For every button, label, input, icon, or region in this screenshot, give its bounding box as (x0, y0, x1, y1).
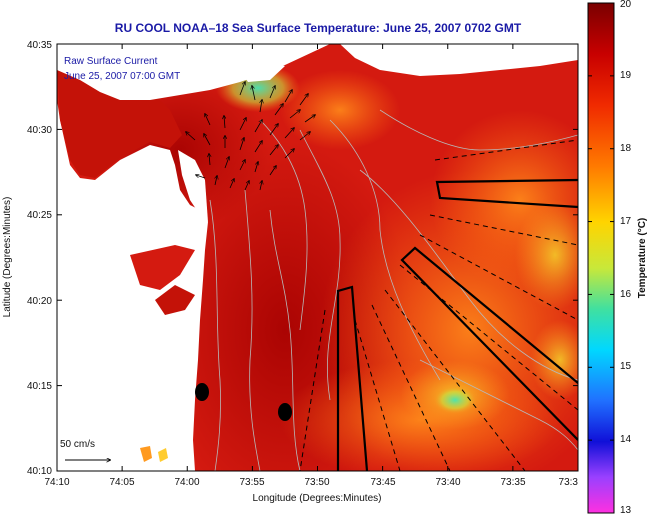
surface-current-vectors (186, 82, 315, 191)
x-tick-label: 73:3 (559, 477, 579, 488)
box-east (435, 178, 578, 209)
colorbar-label: Temperature (°C) (637, 218, 648, 299)
box-south (336, 285, 369, 471)
y-tick-marks (57, 43, 578, 472)
station-marker-west (195, 383, 209, 401)
y-tick-labels: 40:35 40:30 40:25 40:20 40:15 40:10 (27, 40, 52, 477)
colorbar-tick-label: 16 (620, 289, 632, 300)
land-sandy-hook (178, 150, 208, 222)
x-tick-label: 73:40 (435, 477, 460, 488)
legend-line-1: Raw Surface Current (64, 56, 158, 67)
bathymetry-contours (209, 109, 578, 471)
cool-patch-south (433, 386, 477, 414)
colorbar: 20 19 18 17 16 15 14 13 Temperature (°C) (587, 0, 648, 516)
x-tick-label: 73:45 (370, 477, 395, 488)
colorbar-tick-label: 18 (620, 143, 632, 154)
y-tick-label: 40:25 (27, 210, 52, 221)
x-tick-label: 74:05 (109, 477, 134, 488)
x-tick-label: 74:00 (174, 477, 199, 488)
land-long-island (57, 44, 330, 100)
y-tick-label: 40:20 (27, 296, 52, 307)
colorbar-gradient (587, 2, 615, 514)
colorbar-tick-marks (588, 2, 614, 514)
box-southeast (400, 246, 578, 441)
x-tick-label: 73:55 (239, 477, 264, 488)
scale-label: 50 cm/s (60, 439, 95, 450)
x-axis-label: Longitude (Degrees:Minutes) (253, 493, 382, 504)
y-axis-label: Latitude (Degrees:Minutes) (2, 197, 13, 318)
station-marker-east (278, 403, 292, 421)
y-tick-label: 40:15 (27, 381, 52, 392)
x-tick-marks (56, 44, 579, 471)
sampling-boxes (336, 178, 578, 471)
x-tick-labels: 74:10 74:05 74:00 73:55 73:50 73:45 73:4… (44, 477, 578, 488)
colorbar-tick-label: 19 (620, 70, 632, 81)
x-tick-label: 73:50 (304, 477, 329, 488)
colorbar-tick-label: 15 (620, 361, 632, 372)
legend-line-2: June 25, 2007 07:00 GMT (64, 71, 180, 82)
colorbar-tick-label: 13 (620, 505, 632, 516)
y-tick-label: 40:30 (27, 125, 52, 136)
figure-title: RU COOL NOAA–18 Sea Surface Temperature:… (115, 21, 522, 35)
colorbar-tick-label: 14 (620, 434, 632, 445)
map-area: Raw Surface Current June 25, 2007 07:00 … (57, 44, 578, 471)
colorbar-tick-label: 20 (620, 0, 632, 10)
colorbar-tick-label: 17 (620, 216, 632, 227)
x-tick-label: 73:35 (500, 477, 525, 488)
y-tick-label: 40:10 (27, 466, 52, 477)
x-tick-label: 74:10 (44, 477, 69, 488)
y-tick-label: 40:35 (27, 40, 52, 51)
